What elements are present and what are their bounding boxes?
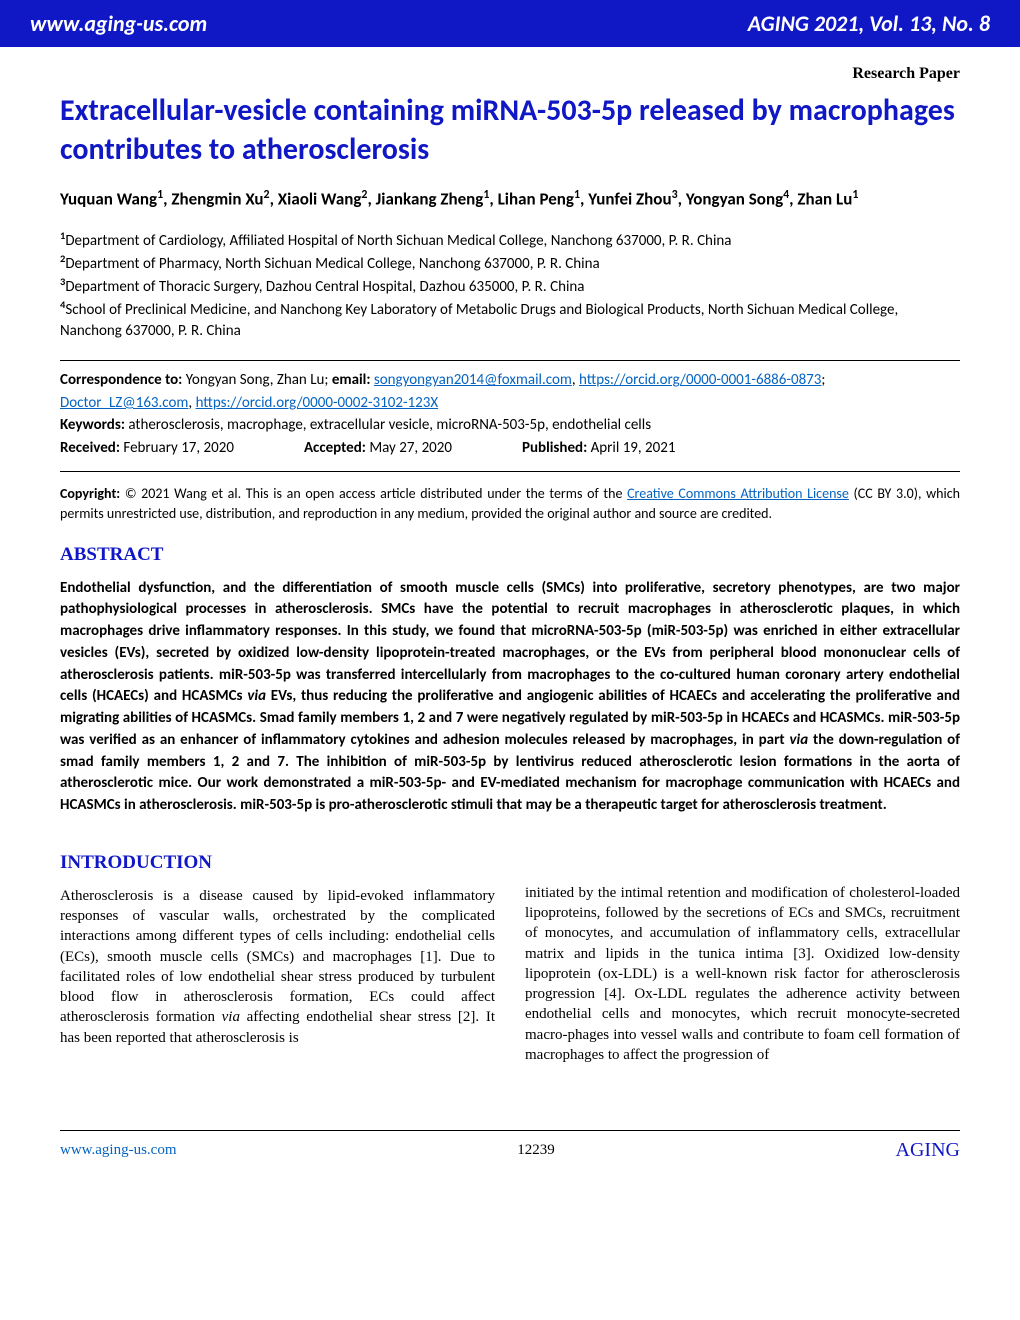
correspondence-block: Correspondence to: Yongyan Song, Zhan Lu… — [60, 360, 960, 472]
author-list: Yuquan Wang1, Zhengmin Xu2, Xiaoli Wang2… — [60, 187, 960, 211]
correspondence-email-2[interactable]: Doctor_LZ@163.com — [60, 394, 188, 412]
correspondence-label: Correspondence to: — [60, 371, 182, 389]
keywords-line: Keywords: atherosclerosis, macrophage, e… — [60, 414, 960, 437]
correspondence-names: Yongyan Song, Zhan Lu; — [186, 371, 329, 389]
footer-page-number: 12239 — [517, 1142, 555, 1159]
copyright-label: Copyright: — [60, 485, 120, 502]
correspondence-orcid-1[interactable]: https://orcid.org/0000-0001-6886-0873 — [579, 371, 821, 389]
journal-issue: AGING 2021, Vol. 13, No. 8 — [748, 10, 990, 37]
dates-row: Received: February 17, 2020 Accepted: Ma… — [60, 437, 960, 460]
footer-url[interactable]: www.aging-us.com — [60, 1142, 177, 1159]
published-date: Published: April 19, 2021 — [522, 437, 675, 460]
left-column: INTRODUCTION Atherosclerosis is a diseas… — [60, 852, 495, 1065]
intro-col1-text: Atherosclerosis is a disease caused by l… — [60, 886, 495, 1048]
column-spacer — [525, 852, 960, 883]
journal-url: www.aging-us.com — [30, 10, 207, 37]
copyright-pre: © 2021 Wang et al. This is an open acces… — [125, 485, 627, 502]
footer-journal-name: AGING — [896, 1139, 960, 1162]
abstract-heading: ABSTRACT — [60, 544, 960, 566]
right-column: initiated by the intimal retention and m… — [525, 852, 960, 1065]
received-date: Received: February 17, 2020 — [60, 437, 234, 460]
email-label: email: — [332, 371, 371, 389]
correspondence-orcid-2[interactable]: https://orcid.org/0000-0002-3102-123X — [196, 394, 439, 412]
body-columns: INTRODUCTION Atherosclerosis is a diseas… — [60, 852, 960, 1065]
accepted-date: Accepted: May 27, 2020 — [304, 437, 452, 460]
copyright-notice: Copyright: © 2021 Wang et al. This is an… — [60, 484, 960, 523]
keywords-text: atherosclerosis, macrophage, extracellul… — [128, 416, 651, 434]
page-footer: www.aging-us.com 12239 AGING — [0, 1131, 1020, 1182]
correspondence-email-1[interactable]: songyongyan2014@foxmail.com — [374, 371, 572, 389]
introduction-heading: INTRODUCTION — [60, 852, 495, 874]
keywords-label: Keywords: — [60, 416, 125, 434]
correspondence-line: Correspondence to: Yongyan Song, Zhan Lu… — [60, 369, 960, 414]
abstract-text: Endothelial dysfunction, and the differe… — [60, 578, 960, 817]
journal-header-bar: www.aging-us.com AGING 2021, Vol. 13, No… — [0, 0, 1020, 47]
article-title: Extracellular-vesicle containing miRNA-5… — [60, 91, 960, 169]
paper-type-label: Research Paper — [60, 65, 960, 83]
affiliation-list: 1Department of Cardiology, Affiliated Ho… — [60, 229, 960, 342]
page-content: Research Paper Extracellular-vesicle con… — [0, 47, 1020, 1105]
intro-col2-text: initiated by the intimal retention and m… — [525, 883, 960, 1065]
cc-license-link[interactable]: Creative Commons Attribution License — [627, 485, 849, 502]
